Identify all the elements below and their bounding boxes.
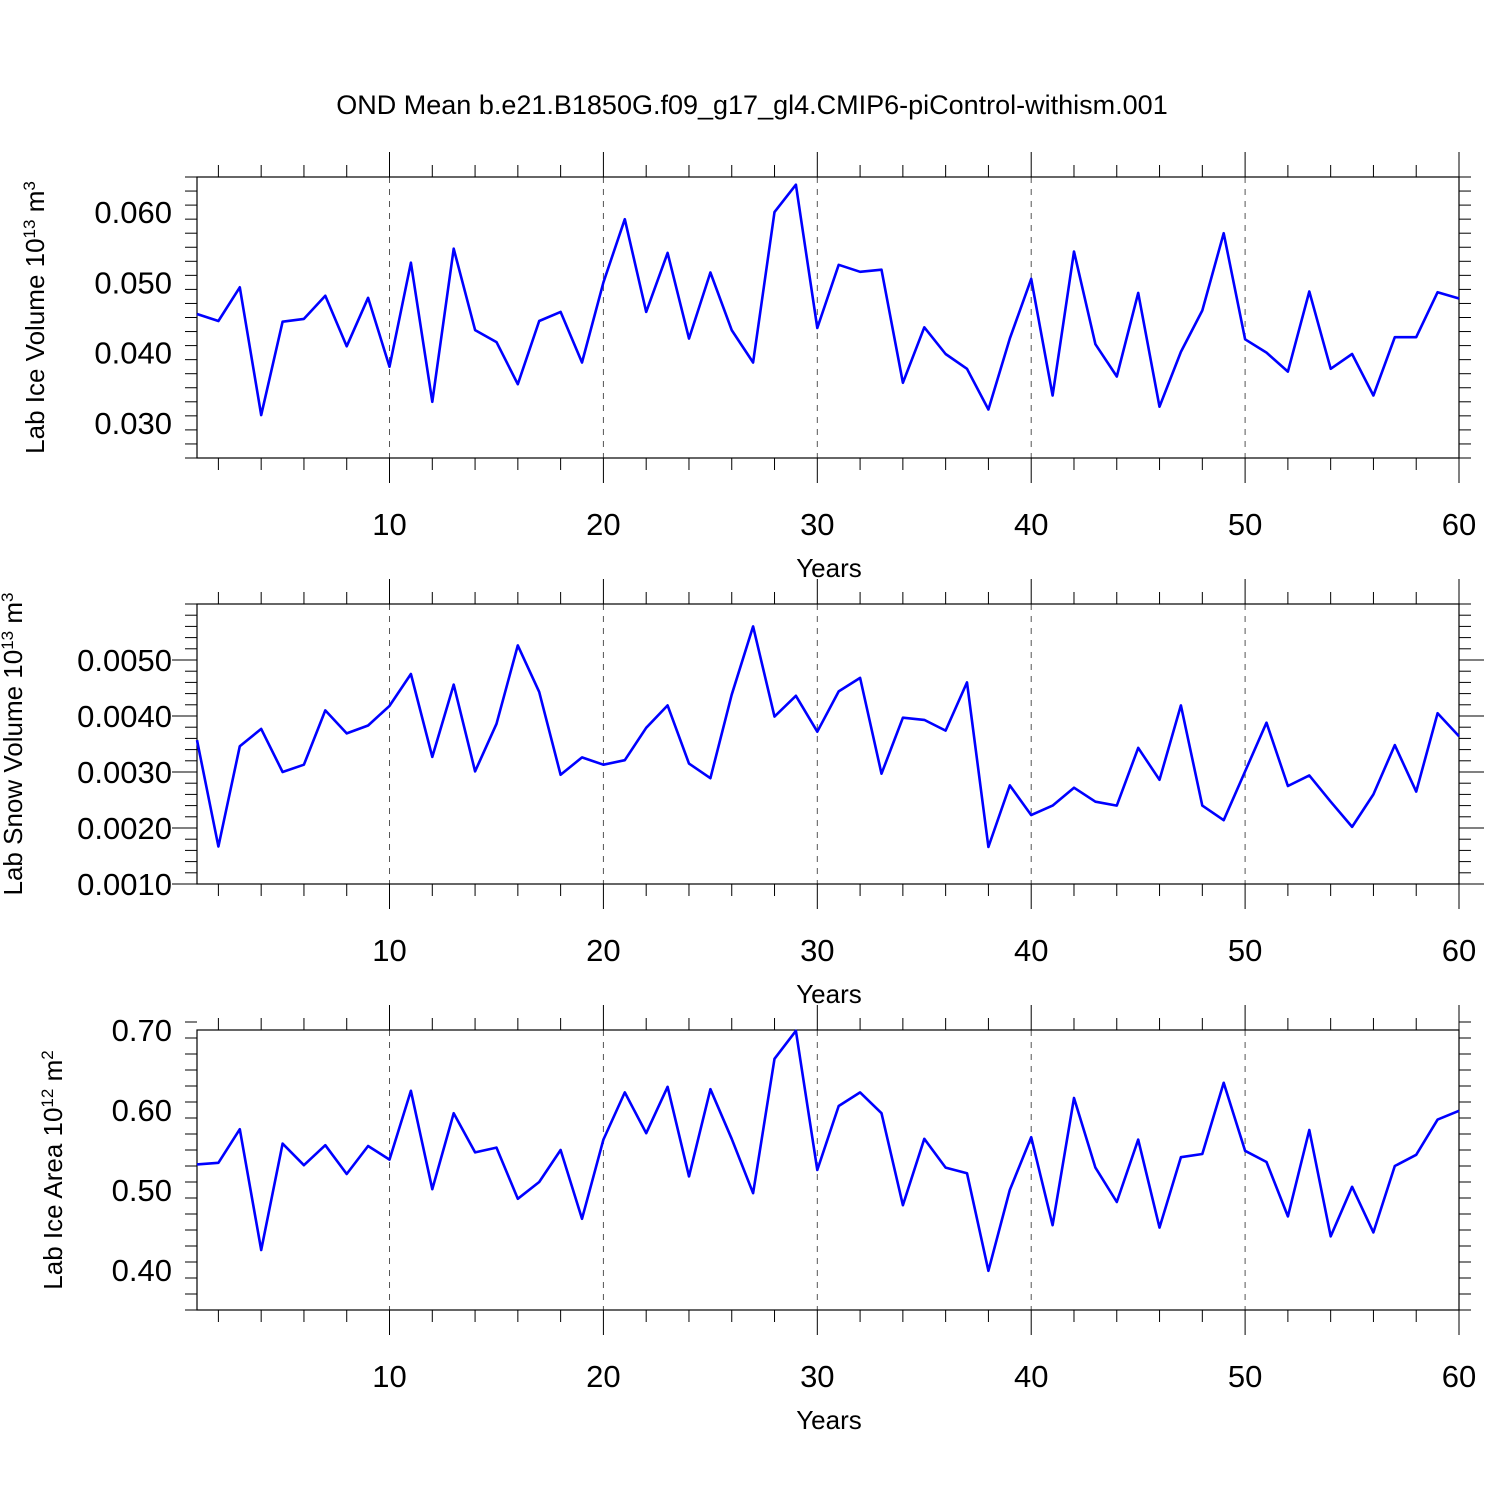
y-ticks xyxy=(185,176,1471,459)
y-axis-title-unit-exponent: 3 xyxy=(20,181,39,190)
y-axis-title-text: Lab Snow Volume 10 xyxy=(0,650,28,896)
series-line-lab-ice-area xyxy=(196,1029,1460,1273)
y-tick-label-0.040: 0.040 xyxy=(94,336,172,371)
x-ticks xyxy=(217,152,1460,483)
x-tick-label-30: 30 xyxy=(800,933,834,968)
y-tick-label-0.0050: 0.0050 xyxy=(77,643,172,678)
y-axis-title: Lab Snow Volume 1013 m3 xyxy=(0,592,28,895)
x-axis-title: Years xyxy=(796,553,862,583)
x-ticks xyxy=(217,1005,1460,1335)
y-tick-label-0.60: 0.60 xyxy=(112,1093,172,1128)
figure-title: OND Mean b.e21.B1850G.f09_g17_gl4.CMIP6-… xyxy=(336,90,1167,120)
panel-lab-ice-area: 10 20 30 40 50 60 0.40 0.50 0.60 0.70 Years Lab Ice… xyxy=(38,1005,1476,1435)
x-tick-label-10: 10 xyxy=(372,933,406,968)
panels: 10 20 30 40 50 60 0.030 0.040 0.050 0.060 Years Lab… xyxy=(0,152,1484,1435)
y-axis-title-text: Lab Ice Area 10 xyxy=(38,1108,68,1290)
x-tick-label-60: 60 xyxy=(1442,507,1476,542)
x-tick-label-50: 50 xyxy=(1228,507,1262,542)
panel-lab-ice-volume: 10 20 30 40 50 60 0.030 0.040 0.050 0.060 Years Lab… xyxy=(20,152,1476,583)
y-ticks xyxy=(185,1021,1471,1311)
y-axis-title-exponent: 12 xyxy=(38,1089,57,1108)
y-axis-title-unit: m xyxy=(20,191,50,220)
y-axis-title-unit: m xyxy=(0,602,28,631)
x-tick-label-20: 20 xyxy=(586,1359,620,1394)
y-tick-label-0.0030: 0.0030 xyxy=(77,755,172,790)
x-tick-label-40: 40 xyxy=(1014,1359,1048,1394)
y-ticks xyxy=(172,603,1484,885)
y-axis-title-exponent: 13 xyxy=(20,220,39,239)
panel-lab-snow-volume: 10 20 30 40 50 60 0.0010 0.0020 0.0030 0.0040 0.00… xyxy=(0,579,1484,1009)
y-tick-label-0.70: 0.70 xyxy=(112,1013,172,1048)
y-tick-label-0.050: 0.050 xyxy=(94,265,172,300)
x-axis-title: Years xyxy=(796,1405,862,1435)
y-axis-title-unit: m xyxy=(38,1060,68,1089)
y-tick-label-0.40: 0.40 xyxy=(112,1253,172,1288)
x-tick-label-50: 50 xyxy=(1228,1359,1262,1394)
x-tick-label-40: 40 xyxy=(1014,507,1048,542)
y-axis-title-unit-exponent: 2 xyxy=(38,1050,57,1059)
x-tick-label-20: 20 xyxy=(586,933,620,968)
y-axis-title-exponent: 13 xyxy=(0,631,17,650)
y-axis-title-unit-exponent: 3 xyxy=(0,592,17,601)
x-tick-label-20: 20 xyxy=(586,507,620,542)
y-tick-label-0.50: 0.50 xyxy=(112,1173,172,1208)
x-ticks xyxy=(217,579,1460,909)
x-tick-label-60: 60 xyxy=(1442,1359,1476,1394)
y-tick-label-0.0020: 0.0020 xyxy=(77,811,172,846)
y-tick-label-0.0040: 0.0040 xyxy=(77,699,172,734)
x-tick-label-30: 30 xyxy=(800,507,834,542)
x-tick-label-10: 10 xyxy=(372,507,406,542)
plot-frame xyxy=(196,1029,1460,1311)
y-tick-label-0.060: 0.060 xyxy=(94,195,172,230)
plot-frame xyxy=(196,176,1460,459)
x-tick-label-30: 30 xyxy=(800,1359,834,1394)
x-tick-label-10: 10 xyxy=(372,1359,406,1394)
y-axis-title: Lab Ice Area 1012 m2 xyxy=(38,1050,69,1289)
y-tick-label-0.030: 0.030 xyxy=(94,406,172,441)
y-axis-title-text: Lab Ice Volume 10 xyxy=(20,238,50,453)
x-tick-label-50: 50 xyxy=(1228,933,1262,968)
series-line-lab-ice-volume xyxy=(196,183,1460,417)
y-tick-label-0.0010: 0.0010 xyxy=(77,867,172,902)
x-tick-label-40: 40 xyxy=(1014,933,1048,968)
y-axis-title: Lab Ice Volume 1013 m3 xyxy=(20,181,51,454)
x-axis-title: Years xyxy=(796,979,862,1009)
series-line-lab-snow-volume xyxy=(195,625,1460,849)
x-tick-label-60: 60 xyxy=(1442,933,1476,968)
